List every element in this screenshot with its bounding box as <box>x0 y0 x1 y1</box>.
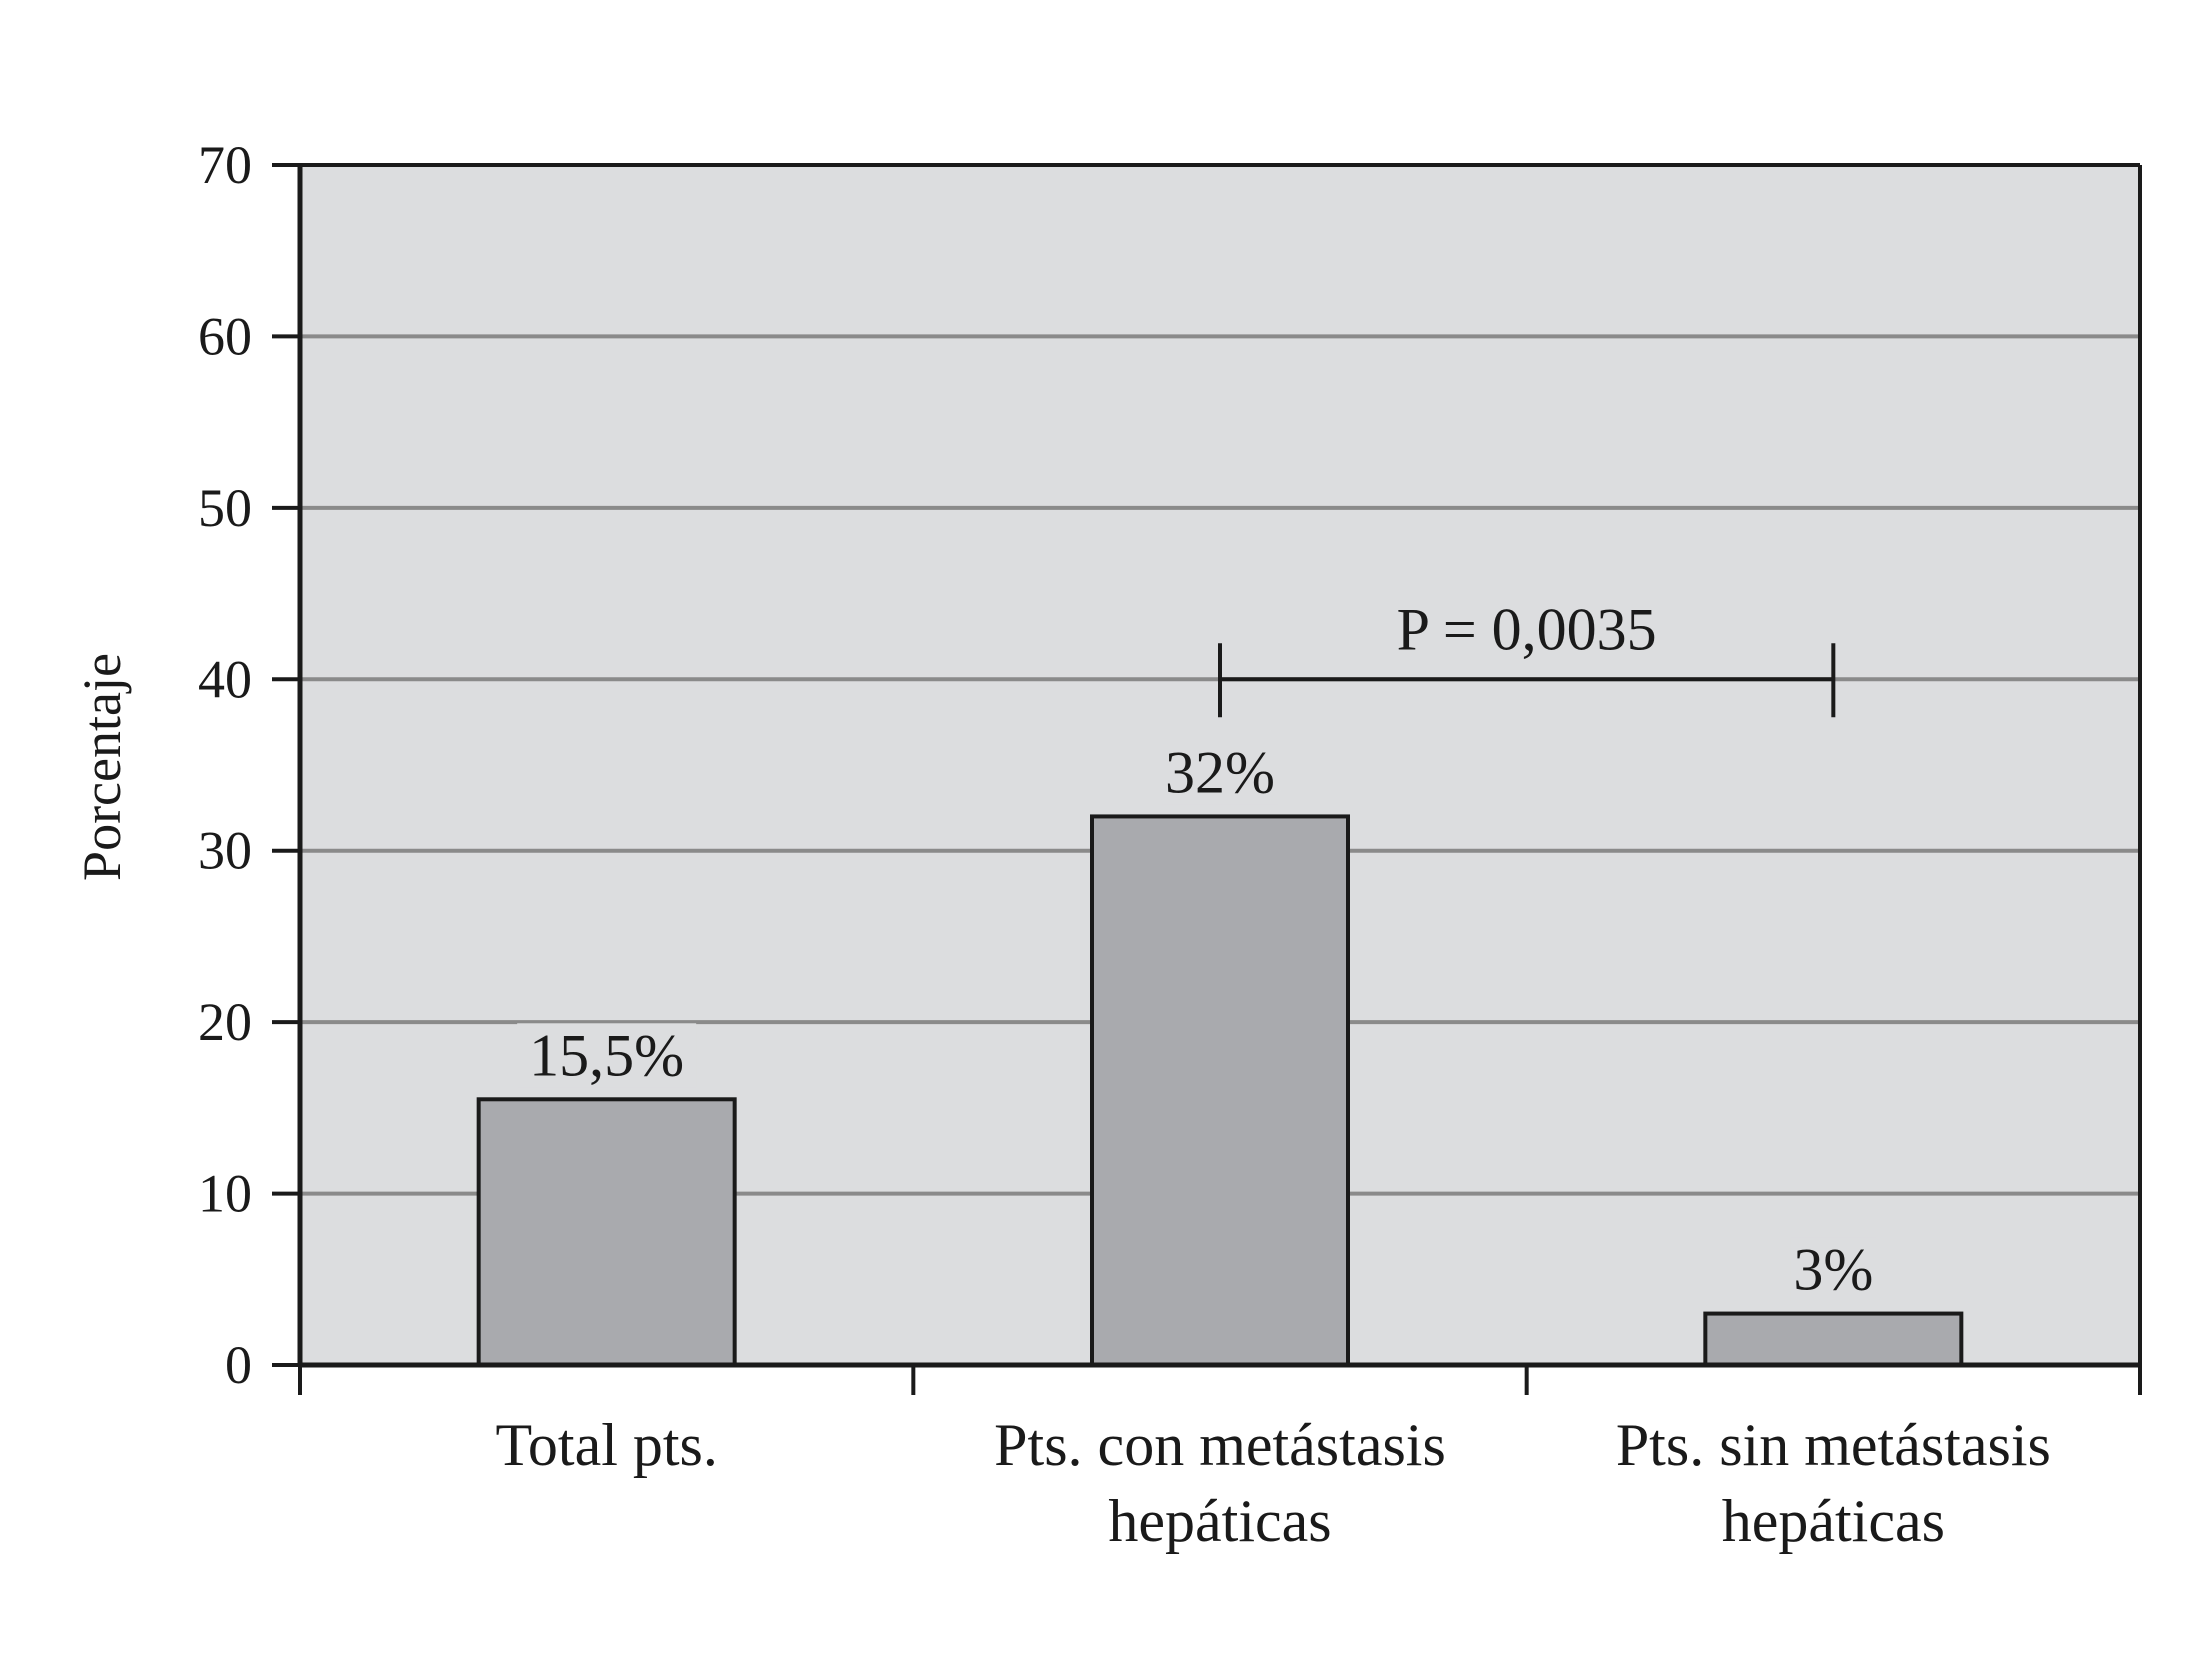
bar-0 <box>476 1097 737 1368</box>
x-category-labels: Total pts. Pts. con metástasis hepáticasPt… <box>495 1412 2050 1554</box>
x-category-label-1-line-0: Pts. con metástasis <box>994 1412 1446 1478</box>
y-tick-label-10: 10 <box>198 1164 252 1224</box>
x-category-label-0: Total pts. <box>495 1412 717 1478</box>
bar-2 <box>1703 1311 1964 1367</box>
data-label-bg-1 <box>1161 740 1279 805</box>
y-tick-label-60: 60 <box>198 306 252 366</box>
data-label-bg-2 <box>1790 1237 1877 1302</box>
y-tick-label-30: 30 <box>198 821 252 881</box>
x-category-label-2: Pts. sin metástasis hepáticas <box>1616 1412 2051 1554</box>
x-category-label-1: Pts. con metástasis hepáticas <box>994 1412 1446 1554</box>
y-axis-label: Porcentaje <box>72 653 132 881</box>
p-value-label: P = 0,0035 <box>1397 596 1657 662</box>
y-tick-labels: 0 10 20 30 40 50 60 70 <box>198 135 252 1395</box>
bar-1 <box>1090 814 1350 1367</box>
data-label-bg-0 <box>517 1023 697 1088</box>
x-category-label-2-line-1: hepáticas <box>1722 1488 1945 1554</box>
bars <box>476 814 1964 1368</box>
data-label-1: 32% <box>1165 739 1275 805</box>
axes <box>272 163 2142 1395</box>
data-label-0: 15,5% <box>529 1022 684 1088</box>
y-tick-label-20: 20 <box>198 992 252 1052</box>
x-category-label-0-line-0: Total pts. <box>495 1412 717 1478</box>
data-label-2: 3% <box>1793 1237 1873 1303</box>
y-tick-label-0: 0 <box>225 1335 252 1395</box>
y-tick-label-50: 50 <box>198 478 252 538</box>
y-tick-label-40: 40 <box>198 649 252 709</box>
significance-annotation: P = 0,0035 <box>1218 596 1836 718</box>
x-category-label-2-line-0: Pts. sin metástasis <box>1616 1412 2051 1478</box>
y-tick-label-70: 70 <box>198 135 252 195</box>
data-labels: 15,5% 32% 3% <box>517 739 1877 1303</box>
x-category-label-1-line-1: hepáticas <box>1108 1488 1331 1554</box>
